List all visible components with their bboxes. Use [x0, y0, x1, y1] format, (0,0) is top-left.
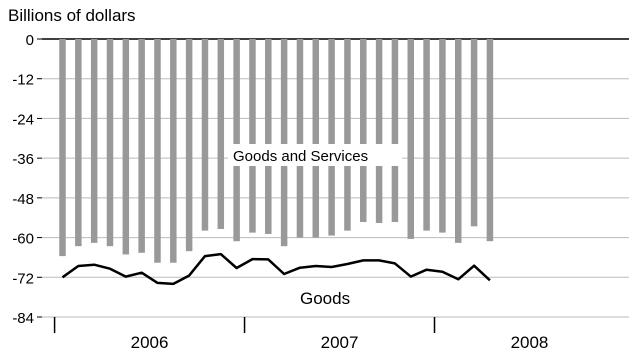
goods-and-services-bar — [312, 39, 320, 238]
goods-and-services-bar — [486, 39, 494, 242]
goods-and-services-label: Goods and Services — [233, 148, 368, 165]
goods-and-services-label-background — [228, 144, 402, 166]
goods-and-services-bar — [344, 39, 351, 231]
goods-and-services-bar — [59, 39, 66, 257]
y-tick-label: -72 — [12, 270, 34, 287]
goods-and-services-bar — [233, 39, 240, 242]
y-tick-label: -24 — [12, 111, 34, 128]
y-tick-label: -84 — [12, 310, 34, 327]
axes: 2006 2007 2008 — [53, 317, 549, 352]
goods-and-services-bar — [170, 39, 177, 263]
goods-and-services-bar — [423, 39, 430, 231]
goods-label: Goods — [300, 289, 350, 308]
goods-and-services-bar — [90, 39, 98, 243]
gridlines: 0 -12 -24 -36 -48 -60 -72 -84 — [12, 32, 629, 327]
goods-and-services-bar — [201, 39, 209, 231]
y-tick-label: -36 — [12, 151, 34, 168]
goods-and-services-bar — [217, 39, 225, 229]
goods-and-services-bar — [249, 39, 256, 233]
y-tick-label: -60 — [12, 231, 34, 248]
goods-and-services-bar — [470, 39, 478, 227]
goods-line — [61, 252, 491, 286]
goods-and-services-bar — [296, 39, 304, 238]
goods-and-services-bar — [280, 39, 288, 247]
goods-and-services-bar — [391, 39, 399, 223]
goods-and-services-bars — [59, 39, 494, 263]
goods-and-services-bar — [122, 39, 130, 255]
goods-and-services-bar — [138, 39, 145, 253]
goods-and-services-bar — [265, 39, 272, 234]
goods-and-services-bar — [455, 39, 462, 243]
y-tick-label: -12 — [12, 72, 34, 89]
x-tick-label-year: 2008 — [511, 333, 549, 352]
goods-and-services-bar — [360, 39, 367, 223]
y-tick-label: -48 — [12, 191, 34, 208]
goods-and-services-bar — [439, 39, 446, 233]
goods-and-services-bar — [375, 39, 383, 224]
y-axis-title: Billions of dollars — [8, 6, 136, 25]
goods-and-services-bar — [154, 39, 161, 263]
goods-and-services-bar — [106, 39, 114, 247]
x-tick-label-year: 2007 — [321, 333, 359, 352]
goods-and-services-bar — [75, 39, 82, 247]
y-tick-label: 0 — [26, 32, 34, 49]
goods-line-path — [61, 252, 491, 286]
x-tick-label-year: 2006 — [131, 333, 169, 352]
goods-and-services-bar — [407, 39, 415, 239]
goods-and-services-bar — [185, 39, 193, 252]
goods-and-services-bar — [328, 39, 335, 236]
